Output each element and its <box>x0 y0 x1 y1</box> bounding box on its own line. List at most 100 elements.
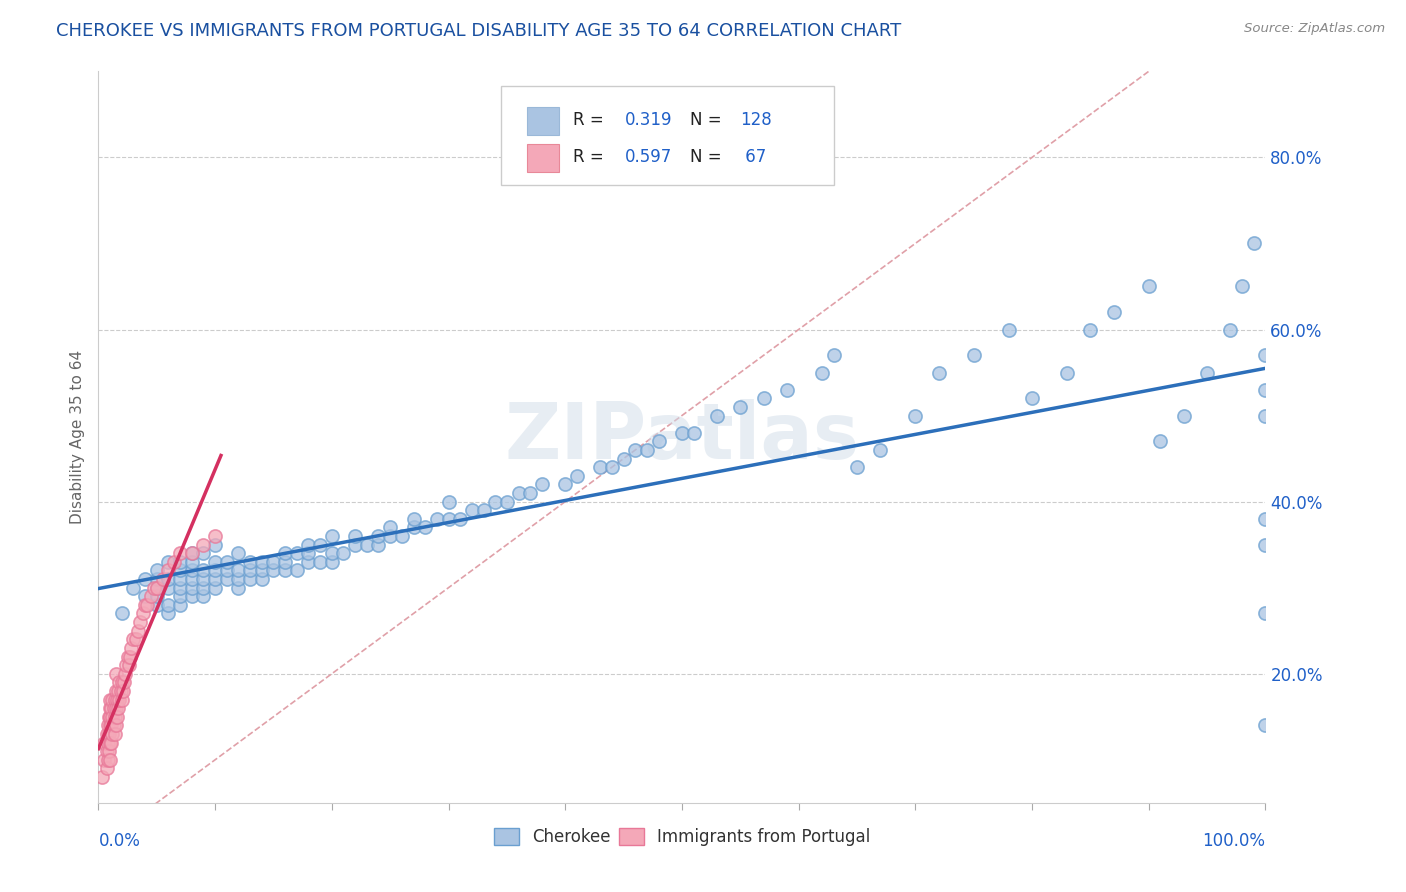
Point <box>274 555 297 569</box>
Point <box>274 546 297 560</box>
Text: ZIPatlas: ZIPatlas <box>505 399 859 475</box>
Point <box>111 675 134 690</box>
Point <box>228 572 250 586</box>
Point <box>239 572 262 586</box>
Point <box>1137 279 1160 293</box>
Point <box>98 701 121 715</box>
Point <box>204 581 226 595</box>
Point <box>402 512 425 526</box>
Point <box>146 598 169 612</box>
Text: 67: 67 <box>741 148 766 166</box>
Point <box>104 727 127 741</box>
Point <box>111 607 134 621</box>
Point <box>169 564 191 578</box>
Point <box>380 520 402 534</box>
Point <box>100 735 122 749</box>
Point <box>1243 236 1265 251</box>
Point <box>97 735 120 749</box>
Point <box>1195 366 1218 380</box>
Point <box>600 460 623 475</box>
Point <box>297 546 319 560</box>
Point <box>107 701 129 715</box>
Point <box>180 572 202 586</box>
Point <box>413 520 436 534</box>
Point <box>1102 305 1125 319</box>
Point <box>636 442 658 457</box>
Point <box>157 555 180 569</box>
Point <box>101 710 124 724</box>
Point <box>1254 512 1277 526</box>
Point <box>239 564 262 578</box>
Point <box>928 366 950 380</box>
Point <box>115 658 138 673</box>
Point <box>344 529 367 543</box>
Point <box>1254 383 1277 397</box>
Point <box>215 564 238 578</box>
Text: CHEROKEE VS IMMIGRANTS FROM PORTUGAL DISABILITY AGE 35 TO 64 CORRELATION CHART: CHEROKEE VS IMMIGRANTS FROM PORTUGAL DIS… <box>56 22 901 40</box>
Point <box>117 649 139 664</box>
Point <box>96 761 118 775</box>
Point <box>228 564 250 578</box>
Text: N =: N = <box>690 112 727 129</box>
Point <box>1056 366 1078 380</box>
Point <box>100 718 122 732</box>
Point <box>321 529 343 543</box>
Point <box>402 520 425 534</box>
Point <box>262 564 284 578</box>
Point <box>118 658 141 673</box>
Point <box>321 546 343 560</box>
Point <box>169 546 191 560</box>
Point <box>146 581 169 595</box>
Text: Source: ZipAtlas.com: Source: ZipAtlas.com <box>1244 22 1385 36</box>
Point <box>228 546 250 560</box>
Point <box>97 753 120 767</box>
Point <box>997 322 1019 336</box>
Point <box>114 666 136 681</box>
Point <box>239 555 262 569</box>
Point <box>449 512 471 526</box>
Point <box>215 572 238 586</box>
Point <box>193 572 215 586</box>
Point <box>110 684 132 698</box>
Point <box>118 649 141 664</box>
Point <box>367 538 389 552</box>
Point <box>107 684 129 698</box>
Point <box>134 598 156 612</box>
Point <box>129 615 152 629</box>
Point <box>730 400 752 414</box>
Text: R =: R = <box>574 112 609 129</box>
Point <box>193 589 215 603</box>
Point <box>97 727 120 741</box>
Point <box>321 555 343 569</box>
Point <box>250 555 273 569</box>
Point <box>193 581 215 595</box>
Point <box>484 494 506 508</box>
Point <box>180 546 202 560</box>
Point <box>104 684 127 698</box>
Point <box>437 494 460 508</box>
Point <box>104 710 127 724</box>
Point <box>193 546 215 560</box>
Point <box>146 564 169 578</box>
Point <box>163 555 186 569</box>
Point <box>1254 409 1277 423</box>
Point <box>98 753 121 767</box>
Point <box>105 692 128 706</box>
Point <box>437 512 460 526</box>
Point <box>671 425 693 440</box>
Point <box>204 538 226 552</box>
Point <box>1149 434 1171 449</box>
Point <box>122 581 145 595</box>
Point <box>344 538 367 552</box>
Point <box>962 348 984 362</box>
Point <box>146 581 169 595</box>
Point <box>93 753 115 767</box>
Point <box>146 572 169 586</box>
Point <box>204 529 226 543</box>
Point <box>204 564 226 578</box>
Point <box>103 718 125 732</box>
Point <box>180 589 202 603</box>
Point <box>98 735 121 749</box>
Point <box>136 598 159 612</box>
Point <box>752 392 775 406</box>
